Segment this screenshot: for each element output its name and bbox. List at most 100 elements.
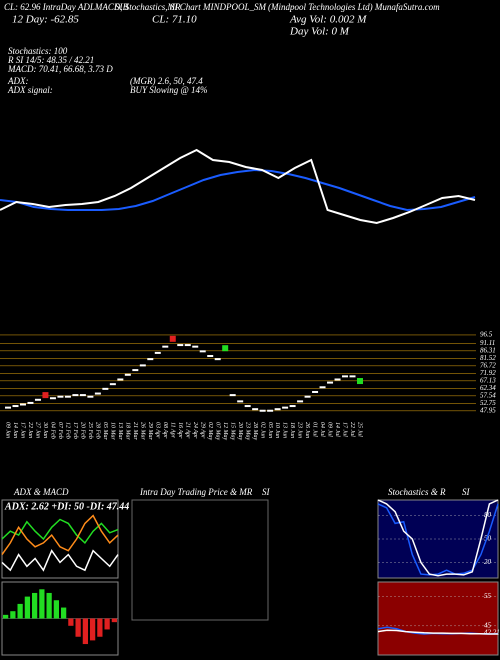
x-tick-label: 29 Apr [199,422,205,439]
bar [24,596,30,619]
line-series [0,168,476,212]
x-tick-label: 30 Jan [42,421,48,438]
candle [192,345,199,348]
candle [289,405,296,408]
y-tick-label: 86.31 [480,346,496,354]
x-tick-label: 07 Feb [57,422,63,439]
x-tick-label: 27 Jan [35,422,41,438]
bar [10,611,16,619]
bar [53,600,59,619]
x-tick-label: 18 Jun [289,422,295,438]
stat-text: Stochastics: 100 [8,46,68,56]
bar [39,589,45,619]
x-tick-label: 21 Mar [132,422,138,440]
y-tick-label: 71.92 [480,369,496,377]
intraday-title: Intra Day Trading Price & MR [139,487,253,497]
candle [252,408,259,411]
bar [104,618,110,630]
candle [12,405,19,408]
candle [5,406,11,409]
line-series [377,629,498,635]
x-tick-label: 08 Apr [162,422,168,439]
candle [19,403,26,406]
candle [207,355,214,358]
y-tick-label: 55 [484,592,492,600]
stat-text: (MGR) 2.6, 50, 47.4 [130,76,203,86]
candle [147,358,154,361]
bar [82,618,88,645]
x-tick-label: 09 Jan [5,422,11,438]
candle [184,344,191,347]
header-text: SI Stochastics,MR [115,2,181,12]
candle [304,395,311,398]
x-tick-label: 04 Jul [319,422,326,437]
x-tick-label: 02 May [207,422,213,440]
y-tick-label: 57.54 [480,391,496,399]
x-tick-label: 05 Jun [267,422,273,438]
candle [132,369,139,372]
panel-title: ADX & MACD [13,487,69,497]
header-text: (Mindpool Technologies Ltd) MunafaSutra.… [268,2,440,12]
y-tick-label: 96.5 [480,331,493,339]
candle [49,397,56,400]
panel-background [378,582,498,655]
candle [229,394,236,397]
candle [72,394,79,397]
header-text: Day Vol: 0 M [289,26,350,38]
y-tick-label: 76.72 [480,361,496,369]
header-text: CL: 71.10 [152,14,197,26]
x-tick-label: 10 Jun [274,422,280,438]
candle [124,373,131,376]
line-series [1,549,119,572]
x-tick-label: 22 Jan [27,422,33,438]
bar [68,618,74,626]
x-tick-label: 12 Feb [65,422,71,439]
intraday-suffix: SI [262,487,271,497]
panel-subtitle: ADX: 2.62 +DI: 50 -DI: 47.44 [4,501,129,512]
y-tick-label: 50 [484,535,492,543]
bar [46,592,52,619]
candle [349,375,356,378]
candle [87,395,94,398]
x-tick-label: 17 Jul [342,422,348,437]
x-tick-label: 17 Jan [20,422,26,438]
x-tick-label: 17 Feb [72,422,78,439]
panel-frame [377,581,499,656]
x-tick-label: 22 Jul [349,422,355,437]
annotation: 42.21 [484,629,500,637]
candle [274,408,281,411]
candle [79,394,86,397]
candle [327,381,334,384]
candle [199,350,206,353]
panel-subtitle: SI [462,487,471,497]
y-tick-label: 80 [484,511,492,519]
y-tick-label: 45 [484,621,492,629]
x-tick-label: 10 Mar [109,422,115,440]
bar [75,618,81,637]
x-tick-label: 13 Jun [282,422,288,438]
bar [17,603,23,619]
stat-text: R SI 14/5: 48.35 / 42.21 [7,55,94,65]
bar [97,618,103,637]
candle [177,344,184,347]
x-tick-label: 28 May [252,422,258,440]
candle [237,400,244,403]
x-tick-label: 11 Apr [169,422,175,439]
x-tick-label: 29 Mar [147,422,153,440]
x-tick-label: 25 Feb [87,422,93,439]
line-series [1,514,119,556]
stat-text: ADX signal: [7,85,53,95]
candle [244,405,251,408]
y-tick-label: 52.75 [480,399,496,407]
y-tick-label: 47.95 [480,406,496,414]
x-tick-label: 21 Apr [184,422,190,439]
candle [42,392,49,399]
panel-frame [1,499,119,579]
candle [222,345,229,352]
x-tick-label: 26 Jun [304,422,310,438]
bar [90,618,96,641]
x-tick-label: 13 Mar [117,422,123,440]
y-tick-label: 62.34 [480,384,496,392]
bar [111,618,117,623]
x-tick-label: 16 Apr [177,422,183,439]
